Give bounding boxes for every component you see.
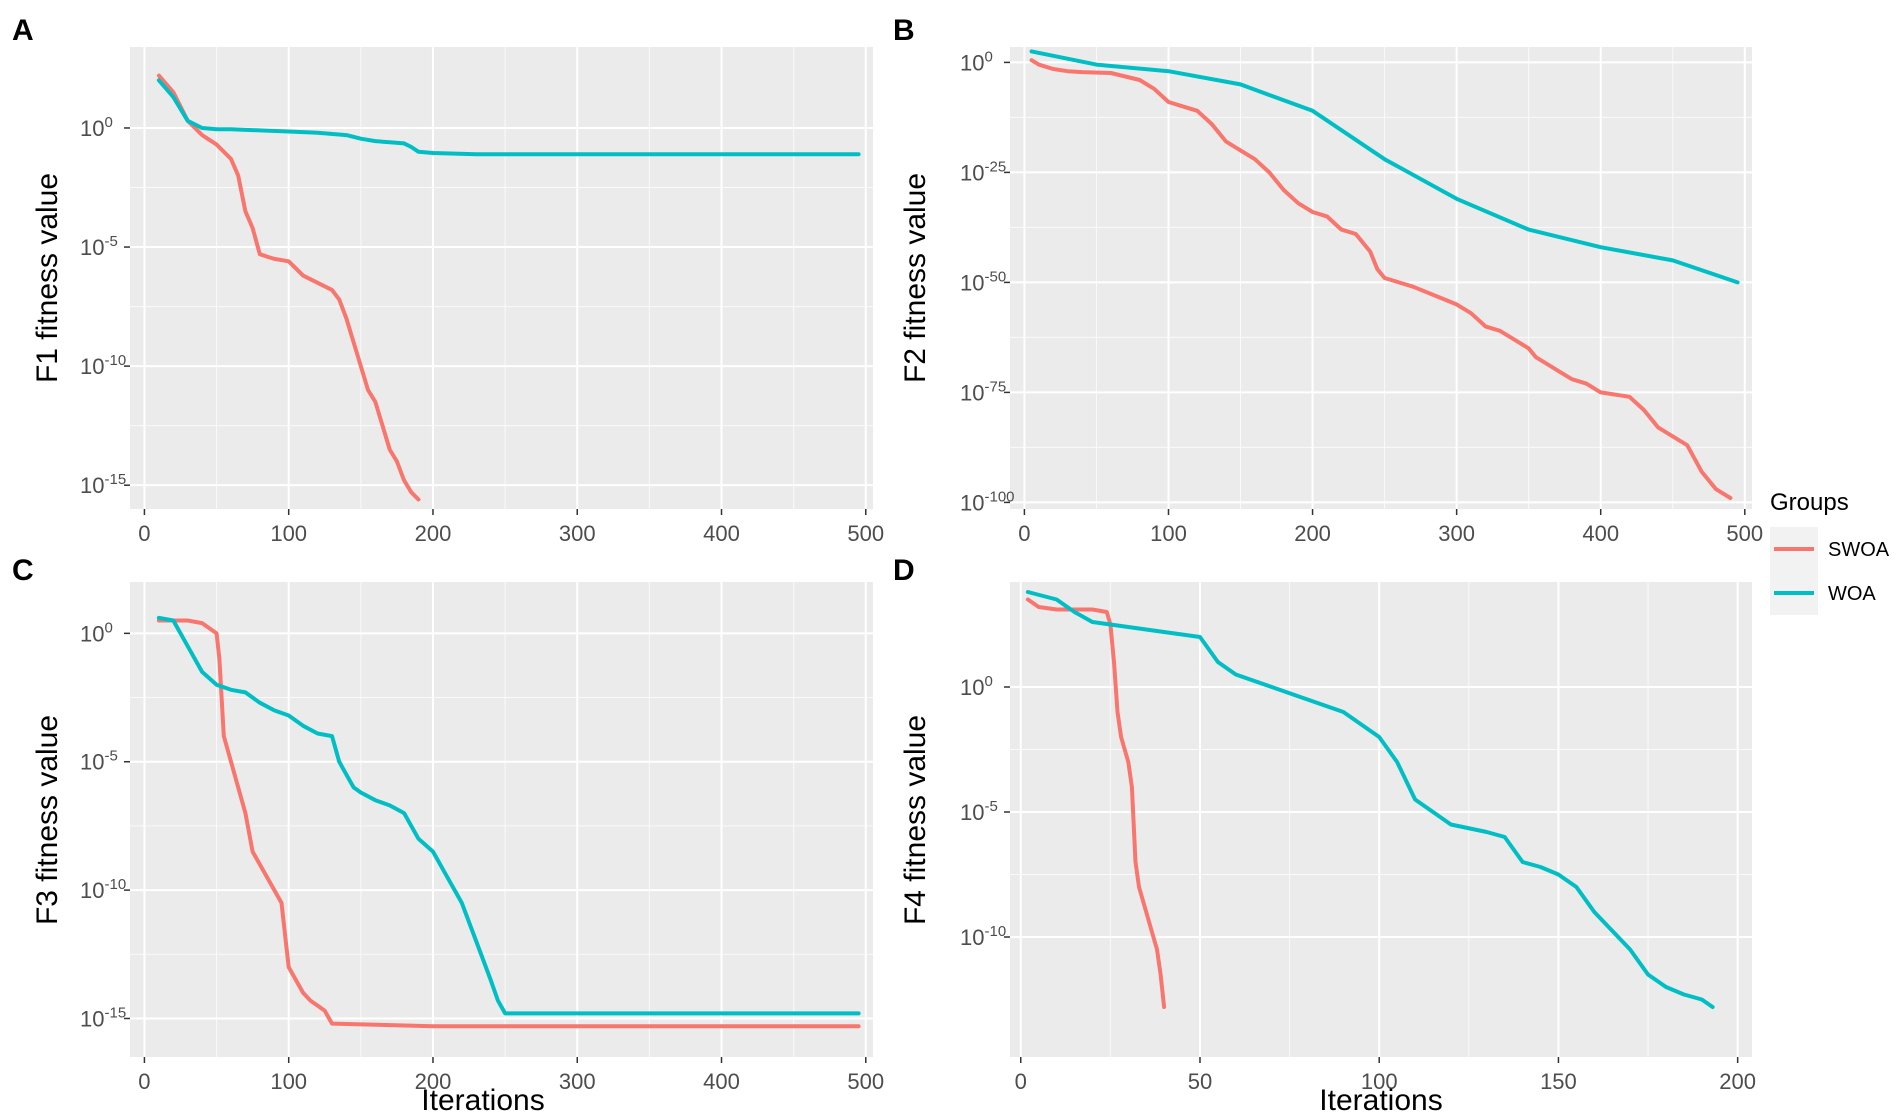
y-tick-label-a: 100 [80, 114, 113, 141]
gridlines-b [1010, 47, 1752, 509]
plot-area-b [1010, 47, 1752, 509]
y-tick-label-a: 10-10 [80, 352, 126, 379]
y-tick-label-c: 10-10 [80, 876, 126, 903]
y-tick-label-c: 100 [80, 619, 113, 646]
series-line-woa-a [156, 78, 861, 157]
x-tick-label-b: 0 [1018, 521, 1030, 546]
y-tick-label-b: 100 [960, 48, 993, 75]
x-tick-label-b: 300 [1438, 521, 1475, 546]
y-ticks-c: 100 10-5 10-10 10-15 [80, 619, 130, 1031]
y-tick-label-b: 10-50 [960, 268, 1006, 295]
panel-letter-a: A [12, 14, 34, 47]
legend-label-swoa: SWOA [1828, 539, 1890, 561]
series-line-woa-c [156, 615, 861, 1016]
legend: Groups SWOA WOA [1770, 489, 1890, 615]
plot-area-a [130, 47, 873, 509]
y-tick-label-d: 10-5 [960, 798, 998, 825]
x-tick-label-c: 200 [415, 1069, 452, 1094]
x-axis-label-c: Iterations [421, 1084, 544, 1117]
y-axis-label-d: F4 fitness value [899, 715, 932, 925]
y-tick-label-a: 10-5 [80, 233, 118, 260]
x-tick-label-a: 500 [847, 521, 884, 546]
lines-d [1025, 590, 1715, 1009]
y-tick-label-c: 10-5 [80, 748, 118, 775]
x-tick-label-b: 500 [1726, 521, 1763, 546]
panel-c: C 0 100 200 300 400 500 100 10-5 10-10 10-15 F3 … [12, 554, 884, 1117]
panel-letter-d: D [893, 554, 915, 587]
series-line-swoa-d [1025, 597, 1167, 1009]
plot-area-c [130, 582, 873, 1057]
series-line-swoa-c [156, 618, 861, 1029]
x-tick-label-a: 100 [270, 521, 307, 546]
x-axis-label-d: Iterations [1319, 1084, 1442, 1117]
y-ticks-a: 100 10-5 10-10 10-15 [80, 114, 130, 498]
y-tick-label-d: 100 [960, 673, 993, 700]
lines-b [1029, 49, 1740, 500]
x-tick-label-d: 100 [1361, 1069, 1398, 1094]
x-tick-label-d: 0 [1015, 1069, 1027, 1094]
panel-d: D 0 50 100 150 200 100 10-5 10-10 F4 fitness v… [893, 554, 1756, 1117]
x-tick-label-c: 500 [847, 1069, 884, 1094]
x-tick-label-d: 150 [1540, 1069, 1577, 1094]
x-tick-label-c: 100 [270, 1069, 307, 1094]
panel-a: A 0 100 200 300 400 500 100 10-5 10-10 10-15 F1 … [12, 14, 884, 546]
plot-area-d [1010, 582, 1752, 1057]
lines-c [156, 615, 861, 1029]
x-ticks-d: 0 50 100 150 200 [1015, 1057, 1756, 1094]
x-tick-label-b: 100 [1150, 521, 1187, 546]
gridlines-a [130, 47, 873, 509]
x-tick-label-a: 0 [138, 521, 150, 546]
panel-letter-b: B [893, 14, 915, 47]
x-tick-label-a: 400 [703, 521, 740, 546]
gridlines-d [1010, 582, 1752, 1057]
x-ticks-c: 0 100 200 300 400 500 [138, 1057, 884, 1094]
x-tick-label-d: 200 [1719, 1069, 1756, 1094]
x-tick-label-b: 200 [1294, 521, 1331, 546]
y-tick-label-b: 10-75 [960, 378, 1006, 405]
series-line-woa-b [1029, 49, 1740, 285]
x-tick-label-c: 0 [138, 1069, 150, 1094]
x-tick-label-d: 50 [1188, 1069, 1212, 1094]
legend-title: Groups [1770, 489, 1849, 516]
y-ticks-b: 100 10-25 10-50 10-75 10-100 [960, 48, 1015, 515]
x-tick-label-b: 400 [1582, 521, 1619, 546]
panel-letter-c: C [12, 554, 34, 587]
y-tick-label-c: 10-15 [80, 1004, 126, 1031]
x-tick-label-a: 300 [559, 521, 596, 546]
x-ticks-a: 0 100 200 300 400 500 [138, 509, 884, 546]
y-axis-label-a: F1 fitness value [31, 173, 64, 383]
y-tick-label-d: 10-10 [960, 923, 1006, 950]
panel-b: B 0 100 200 300 400 500 100 10-25 10-50 10-75 10-… [893, 14, 1763, 546]
series-line-woa-d [1025, 590, 1715, 1009]
y-tick-label-a: 10-15 [80, 471, 126, 498]
legend-label-woa: WOA [1828, 583, 1876, 605]
x-tick-label-c: 400 [703, 1069, 740, 1094]
y-axis-label-b: F2 fitness value [899, 173, 932, 383]
lines-a [156, 73, 861, 502]
series-line-swoa-a [156, 73, 421, 502]
y-tick-label-b: 10-100 [960, 488, 1015, 515]
y-axis-label-c: F3 fitness value [31, 715, 64, 925]
y-ticks-d: 100 10-5 10-10 [960, 673, 1010, 950]
x-ticks-b: 0 100 200 300 400 500 [1018, 509, 1763, 546]
x-tick-label-a: 200 [415, 521, 452, 546]
y-tick-label-b: 10-25 [960, 158, 1006, 185]
x-tick-label-c: 300 [559, 1069, 596, 1094]
series-line-swoa-b [1029, 58, 1733, 500]
